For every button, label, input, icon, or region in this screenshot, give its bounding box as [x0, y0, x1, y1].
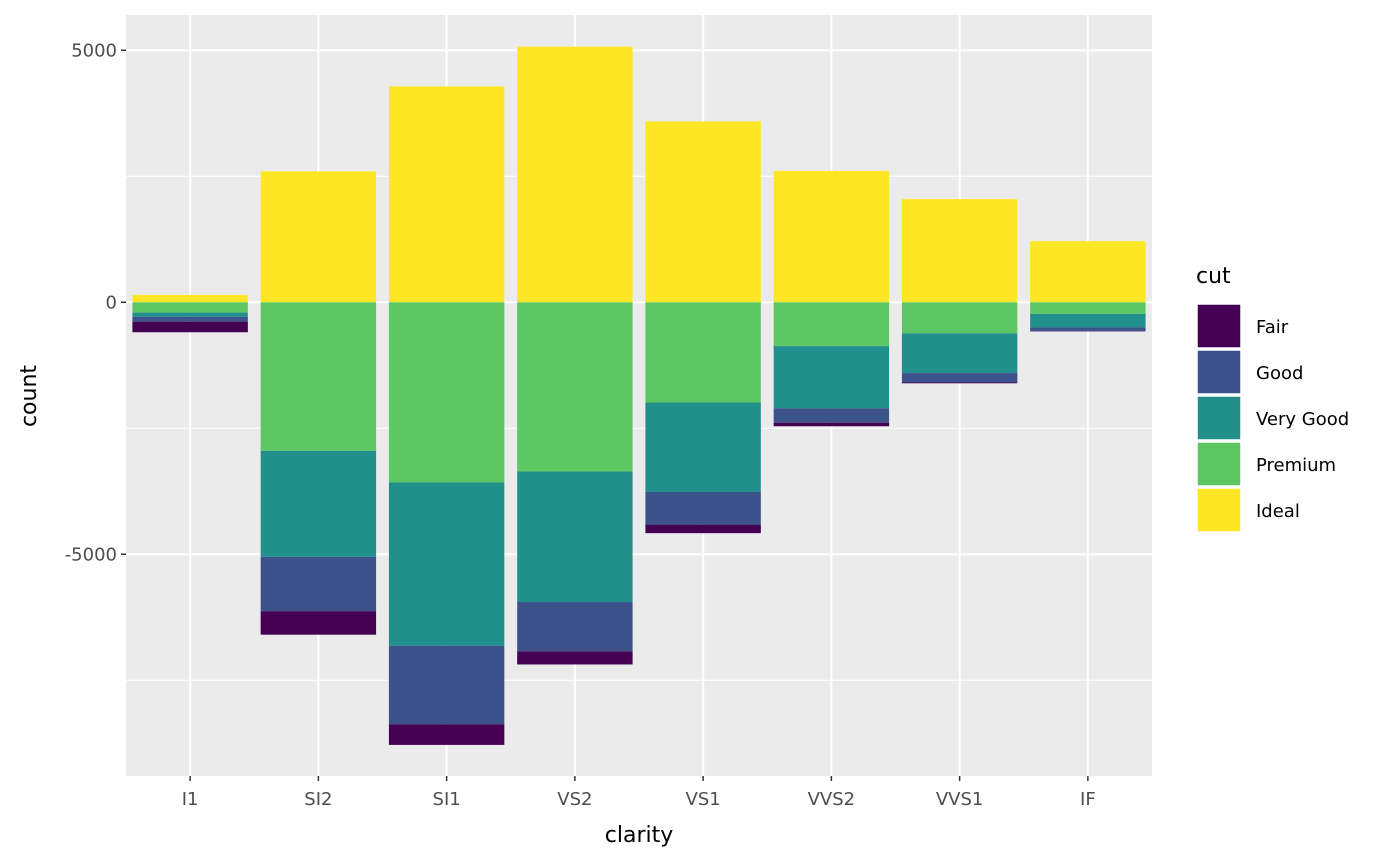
x-tick-label: SI1: [433, 789, 461, 810]
bar-I1-premium: [132, 302, 248, 313]
legend-label: Very Good: [1256, 409, 1349, 430]
bar-IF-very-good: [1030, 313, 1146, 328]
bar-SI1-fair: [388, 724, 505, 745]
legend-label: Good: [1256, 363, 1303, 384]
bar-VS2-good: [517, 602, 633, 652]
legend-label: Premium: [1256, 455, 1336, 476]
bar-I1-very-good: [132, 312, 248, 317]
bar-I1-ideal: [132, 294, 248, 303]
bar-SI1-very-good: [388, 482, 505, 646]
bar-SI2-fair: [260, 611, 377, 635]
legend-label: Fair: [1256, 317, 1289, 338]
bar-VS1-ideal: [645, 121, 761, 303]
y-axis: -5000 0 5000: [65, 40, 126, 565]
bar-VVS2-fair: [773, 422, 890, 427]
legend-key-very-good: [1196, 395, 1242, 441]
bar-SI2-very-good: [260, 450, 377, 557]
y-axis-title: count: [17, 365, 42, 427]
bar-VVS1-premium: [901, 302, 1018, 334]
legend-title: cut: [1196, 264, 1231, 289]
bar-VS1-very-good: [645, 402, 761, 492]
bar-I1-fair: [132, 321, 248, 333]
bar-VVS1-fair: [901, 382, 1018, 384]
bar-SI2-ideal: [260, 171, 377, 303]
legend-key-fair: [1196, 303, 1242, 349]
bar-IF-good: [1030, 327, 1146, 331]
bar-VVS1-good: [901, 373, 1018, 383]
x-axis-title: clarity: [605, 823, 674, 848]
bar-VVS1-ideal: [901, 199, 1018, 303]
bar-IF-ideal: [1030, 241, 1146, 303]
bar-SI1-premium: [388, 302, 505, 483]
bar-VS2-premium: [517, 302, 633, 472]
bar-SI2-premium: [260, 302, 377, 451]
bars: [132, 46, 1146, 745]
bar-VVS2-ideal: [773, 170, 890, 303]
y-tick-label: 5000: [71, 40, 117, 61]
y-tick-label: 0: [106, 292, 117, 313]
bar-VS2-fair: [517, 651, 633, 665]
x-tick-label: IF: [1080, 789, 1096, 810]
bar-VS1-fair: [645, 524, 761, 534]
x-tick-label: VVS2: [808, 789, 856, 810]
bar-I1-good: [132, 316, 248, 322]
bar-VVS1-very-good: [901, 333, 1018, 374]
bar-VS1-good: [645, 491, 761, 525]
x-tick-label: VVS1: [936, 789, 984, 810]
y-tick-label: -5000: [65, 544, 117, 565]
x-tick-label: VS1: [686, 789, 721, 810]
x-tick-label: SI2: [304, 789, 332, 810]
bar-SI1-good: [388, 645, 505, 725]
x-tick-label: I1: [182, 789, 199, 810]
bar-VS2-ideal: [517, 46, 633, 303]
legend-key-good: [1196, 349, 1242, 395]
bar-IF-premium: [1030, 302, 1146, 314]
x-tick-label: VS2: [557, 789, 592, 810]
bar-VVS2-good: [773, 408, 890, 423]
legend-label: Ideal: [1256, 501, 1300, 522]
bar-VS1-premium: [645, 302, 761, 403]
bar-VVS2-premium: [773, 302, 890, 347]
legend: cut Fair Good Very Good Premium Ideal: [1196, 264, 1349, 533]
bar-SI1-ideal: [388, 86, 505, 303]
x-axis: I1 SI2 SI1 VS2 VS1 VVS2 VVS1 IF: [182, 776, 1096, 810]
legend-key-premium: [1196, 441, 1242, 487]
bar-VVS2-very-good: [773, 346, 890, 409]
bar-VS2-very-good: [517, 471, 633, 603]
legend-key-ideal: [1196, 487, 1242, 533]
bar-SI2-good: [260, 556, 377, 612]
